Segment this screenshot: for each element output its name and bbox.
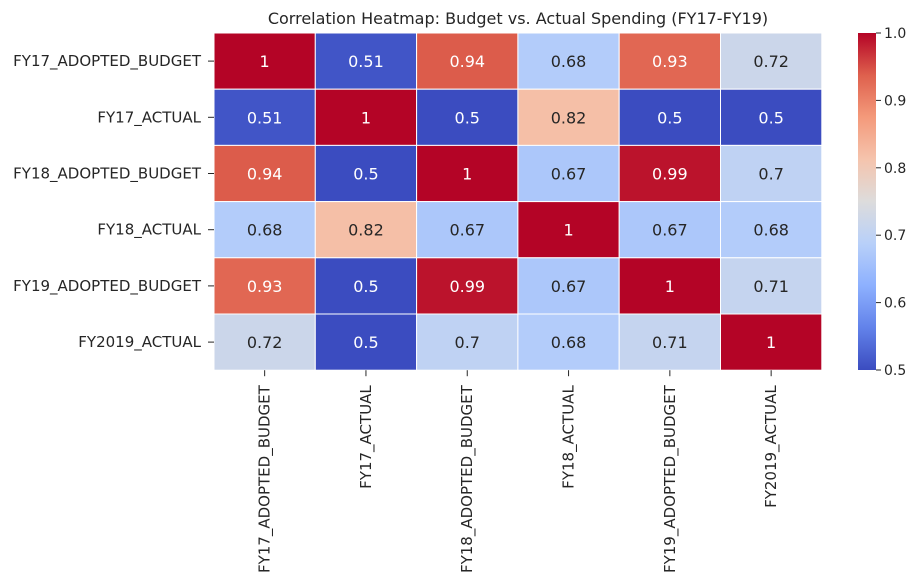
cell-value-label: 0.5	[353, 333, 378, 352]
heatmap-cells	[213, 32, 823, 371]
cell-value-label: 0.5	[353, 165, 378, 184]
cell-value-label: 0.82	[348, 221, 384, 240]
heatmap-cell	[720, 257, 823, 315]
cell-value-label: 0.99	[449, 277, 485, 296]
colorbar-tick-label: 0.8	[884, 161, 906, 177]
row-tick-label: FY17_ACTUAL	[97, 108, 201, 127]
cell-value-label: 0.99	[652, 165, 688, 184]
heatmap-cell	[314, 144, 418, 203]
heatmap-cell	[314, 32, 418, 90]
heatmap-cell	[517, 201, 620, 259]
cell-value-label: 0.5	[758, 108, 783, 127]
heatmap-cell	[416, 201, 519, 259]
heatmap-cell	[213, 32, 316, 90]
heatmap-cell	[618, 313, 722, 371]
cell-value-label: 1	[665, 277, 675, 296]
row-tick-label: FY17_ADOPTED_BUDGET	[13, 52, 202, 71]
column-tick-label: FY18_ADOPTED_BUDGET	[458, 384, 477, 573]
colorbar: 1.0 0.9 0.8 0.7 0.6 0.5	[858, 26, 906, 379]
cell-value-label: 0.71	[753, 277, 789, 296]
heatmap-cell	[720, 201, 823, 259]
heatmap-cell	[720, 144, 823, 203]
cell-value-label: 0.72	[753, 52, 789, 71]
heatmap-cell	[213, 201, 316, 259]
row-tick-labels: FY17_ADOPTED_BUDGET FY17_ACTUAL FY18_ADOPT…	[13, 52, 214, 352]
heatmap-cell	[213, 313, 316, 371]
colorbar-tick-label: 0.6	[884, 296, 906, 312]
column-tick-label: FY18_ACTUAL	[560, 385, 579, 489]
heatmap-cell	[213, 257, 316, 315]
colorbar-gradient	[858, 33, 876, 370]
cell-value-label: 0.71	[652, 333, 688, 352]
cell-value-label: 0.67	[551, 165, 587, 184]
colorbar-tick-label: 0.7	[884, 228, 906, 244]
heatmap-cell	[416, 32, 519, 90]
heatmap-cell	[720, 313, 823, 371]
cell-value-label: 0.94	[449, 52, 485, 71]
heatmap-cell	[618, 32, 722, 90]
heatmap-cell	[314, 88, 418, 146]
cell-value-label: 0.93	[247, 277, 283, 296]
row-tick-label: FY2019_ACTUAL	[78, 333, 201, 352]
column-tick-labels: FY17_ADOPTED_BUDGET FY17_ACTUAL FY18_ADOPT…	[256, 370, 781, 573]
cell-value-label: 0.68	[551, 52, 587, 71]
heatmap-cell	[517, 144, 620, 203]
cell-value-label: 1	[361, 108, 371, 127]
cell-value-label: 0.68	[551, 333, 587, 352]
cell-value-label: 0.68	[753, 221, 789, 240]
heatmap-cell	[618, 257, 722, 315]
heatmap-cell	[720, 32, 823, 90]
column-tick-label: FY17_ACTUAL	[357, 385, 376, 489]
heatmap-cell	[618, 144, 722, 203]
cell-value-label: 0.5	[353, 277, 378, 296]
row-tick-label: FY18_ADOPTED_BUDGET	[13, 165, 202, 184]
heatmap-cell	[618, 201, 722, 259]
heatmap-cell-labels: 1 0.51 0.94 0.68 0.93 0.720.51 1 0.5 0.82 0.5 0.50…	[247, 52, 789, 352]
column-tick-label: FY2019_ACTUAL	[762, 385, 781, 508]
chart-title: Correlation Heatmap: Budget vs. Actual S…	[268, 9, 768, 28]
cell-value-label: 0.67	[449, 221, 485, 240]
cell-value-label: 0.7	[455, 333, 480, 352]
column-tick-label: FY19_ADOPTED_BUDGET	[661, 384, 680, 573]
cell-value-label: 0.72	[247, 333, 283, 352]
cell-value-label: 1	[260, 52, 270, 71]
cell-value-label: 0.67	[551, 277, 587, 296]
cell-value-label: 1	[563, 221, 573, 240]
row-tick-label: FY18_ACTUAL	[97, 221, 201, 240]
cell-value-label: 0.5	[657, 108, 682, 127]
heatmap-cell	[517, 88, 620, 146]
colorbar-ticks: 1.0 0.9 0.8 0.7 0.6 0.5	[876, 26, 906, 379]
heatmap-cell	[416, 257, 519, 315]
cell-value-label: 0.94	[247, 165, 283, 184]
heatmap-cell	[517, 257, 620, 315]
cell-value-label: 1	[766, 333, 776, 352]
cell-value-label: 0.51	[247, 108, 283, 127]
cell-value-label: 0.68	[247, 221, 283, 240]
cell-value-label: 0.93	[652, 52, 688, 71]
heatmap-cell	[314, 201, 418, 259]
cell-value-label: 1	[462, 165, 472, 184]
row-tick-label: FY19_ADOPTED_BUDGET	[13, 277, 202, 296]
cell-value-label: 0.67	[652, 221, 688, 240]
colorbar-tick-label: 1.0	[884, 26, 906, 42]
cell-value-label: 0.5	[455, 108, 480, 127]
colorbar-tick-label: 0.5	[884, 363, 906, 379]
colorbar-tick-label: 0.9	[884, 93, 906, 109]
cell-value-label: 0.51	[348, 52, 384, 71]
heatmap-cell	[720, 88, 823, 146]
heatmap-cell	[517, 32, 620, 90]
cell-value-label: 0.82	[551, 108, 587, 127]
cell-value-label: 0.7	[758, 165, 783, 184]
column-tick-label: FY17_ADOPTED_BUDGET	[256, 384, 275, 573]
